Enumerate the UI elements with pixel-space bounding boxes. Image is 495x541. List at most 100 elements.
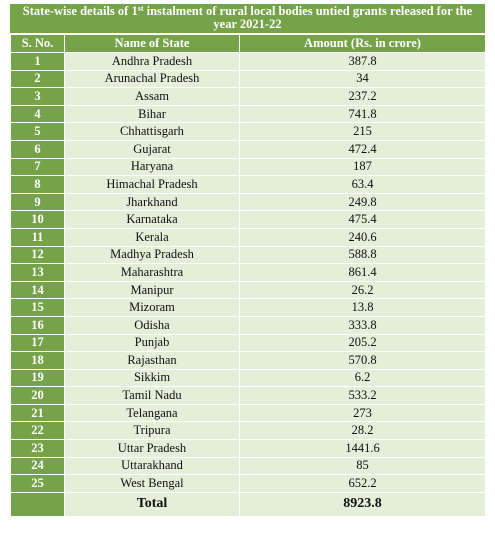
amount-cell: 1441.6: [239, 439, 486, 458]
amount-cell: 533.2: [239, 386, 486, 405]
table-row: 1 Andhra Pradesh 387.8: [10, 52, 486, 71]
amount-cell: 6.2: [239, 368, 486, 388]
state-name-cell: Telangana: [64, 403, 240, 423]
state-name-cell: Punjab: [64, 333, 240, 353]
amount-cell: 240.6: [239, 227, 486, 247]
title-superscript: st: [137, 4, 144, 13]
amount-cell: 13.8: [239, 298, 486, 317]
table-row: 16 Odisha 333.8: [10, 315, 486, 335]
sno-cell: 22: [10, 421, 65, 441]
header-row: S. No. Name of State Amount (Rs. in cror…: [10, 34, 486, 53]
amount-cell: 652.2: [239, 474, 486, 493]
table-row: 13 Maharashtra 861.4: [10, 263, 486, 282]
table-row: 7 Haryana 187: [10, 157, 486, 177]
header-sno: S. No.: [10, 34, 65, 53]
table-row: 17 Punjab 205.2: [10, 333, 486, 353]
amount-cell: 741.8: [239, 104, 486, 124]
table-row: 21 Telangana 273: [10, 403, 486, 423]
table-row: 10 Karnataka 475.4: [10, 210, 486, 229]
sno-cell: 1: [10, 52, 65, 71]
table-row: 22 Tripura 28.2: [10, 421, 486, 441]
amount-cell: 85: [239, 456, 486, 476]
table-row: 4 Bihar 741.8: [10, 104, 486, 124]
sno-cell: 4: [10, 104, 65, 124]
sno-cell: 17: [10, 333, 65, 353]
state-name-cell: Madhya Pradesh: [64, 245, 240, 265]
table-row: 19 Sikkim 6.2: [10, 368, 486, 388]
table-row: 18 Rajasthan 570.8: [10, 351, 486, 370]
amount-cell: 26.2: [239, 280, 486, 300]
state-name-cell: Assam: [64, 87, 240, 106]
state-name-cell: Rajasthan: [64, 351, 240, 370]
sno-cell: 10: [10, 210, 65, 229]
state-name-cell: Kerala: [64, 227, 240, 247]
header-state: Name of State: [64, 34, 240, 53]
amount-cell: 333.8: [239, 315, 486, 335]
sno-cell: 5: [10, 122, 65, 141]
sno-cell: 8: [10, 175, 65, 194]
sno-cell: 16: [10, 315, 65, 335]
state-name-cell: Arunachal Pradesh: [64, 69, 240, 89]
amount-cell: 588.8: [239, 245, 486, 265]
amount-cell: 861.4: [239, 263, 486, 282]
state-name-cell: Manipur: [64, 280, 240, 300]
state-name-cell: Haryana: [64, 157, 240, 177]
amount-cell: 273: [239, 403, 486, 423]
table-row: 8 Himachal Pradesh 63.4: [10, 175, 486, 194]
table-row: 20 Tamil Nadu 533.2: [10, 386, 486, 405]
state-name-cell: Maharashtra: [64, 263, 240, 282]
sno-cell: 25: [10, 474, 65, 493]
state-name-cell: West Bengal: [64, 474, 240, 493]
state-name-cell: Chhattisgarh: [64, 122, 240, 141]
state-name-cell: Bihar: [64, 104, 240, 124]
amount-cell: 387.8: [239, 52, 486, 71]
total-label: Total: [64, 491, 240, 517]
amount-cell: 237.2: [239, 87, 486, 106]
amount-cell: 28.2: [239, 421, 486, 441]
table-row: 14 Manipur 26.2: [10, 280, 486, 300]
title-text: State-wise details of 1: [22, 4, 138, 18]
state-name-cell: Karnataka: [64, 210, 240, 229]
sno-cell: 12: [10, 245, 65, 265]
sno-cell: 20: [10, 386, 65, 405]
table-row: 23 Uttar Pradesh 1441.6: [10, 439, 486, 458]
state-name-cell: Gujarat: [64, 139, 240, 159]
sno-cell: 7: [10, 157, 65, 177]
state-name-cell: Uttarakhand: [64, 456, 240, 476]
sno-cell: 6: [10, 139, 65, 159]
state-name-cell: Tamil Nadu: [64, 386, 240, 405]
amount-cell: 63.4: [239, 175, 486, 194]
table-row: 5 Chhattisgarh 215: [10, 122, 486, 141]
header-amount: Amount (Rs. in crore): [239, 34, 486, 53]
table-body: 1 Andhra Pradesh 387.8 2 Arunachal Pradesh 34…: [10, 52, 486, 493]
table-row: 15 Mizoram 13.8: [10, 298, 486, 317]
table-row: 12 Madhya Pradesh 588.8: [10, 245, 486, 265]
state-name-cell: Odisha: [64, 315, 240, 335]
sno-cell: 14: [10, 280, 65, 300]
table-row: 6 Gujarat 472.4: [10, 139, 486, 159]
state-name-cell: Himachal Pradesh: [64, 175, 240, 194]
grants-table: S. No. Name of State Amount (Rs. in cror…: [10, 34, 486, 517]
amount-cell: 249.8: [239, 192, 486, 212]
table-row: 3 Assam 237.2: [10, 87, 486, 106]
state-name-cell: Uttar Pradesh: [64, 439, 240, 458]
state-name-cell: Mizoram: [64, 298, 240, 317]
amount-cell: 187: [239, 157, 486, 177]
total-amount: 8923.8: [239, 491, 486, 517]
sno-cell: 21: [10, 403, 65, 423]
amount-cell: 475.4: [239, 210, 486, 229]
amount-cell: 472.4: [239, 139, 486, 159]
table-row: 9 Jharkhand 249.8: [10, 192, 486, 212]
amount-cell: 570.8: [239, 351, 486, 370]
total-sno-cell: [10, 491, 65, 517]
sno-cell: 19: [10, 368, 65, 388]
state-name-cell: Tripura: [64, 421, 240, 441]
title-text-rest: instalment of rural local bodies untied …: [143, 4, 473, 31]
total-row: Total 8923.8: [10, 491, 486, 517]
sno-cell: 24: [10, 456, 65, 476]
sno-cell: 3: [10, 87, 65, 106]
sno-cell: 2: [10, 69, 65, 89]
table-row: 11 Kerala 240.6: [10, 227, 486, 247]
amount-cell: 215: [239, 122, 486, 141]
table-title: State-wise details of 1st instalment of …: [10, 4, 485, 34]
